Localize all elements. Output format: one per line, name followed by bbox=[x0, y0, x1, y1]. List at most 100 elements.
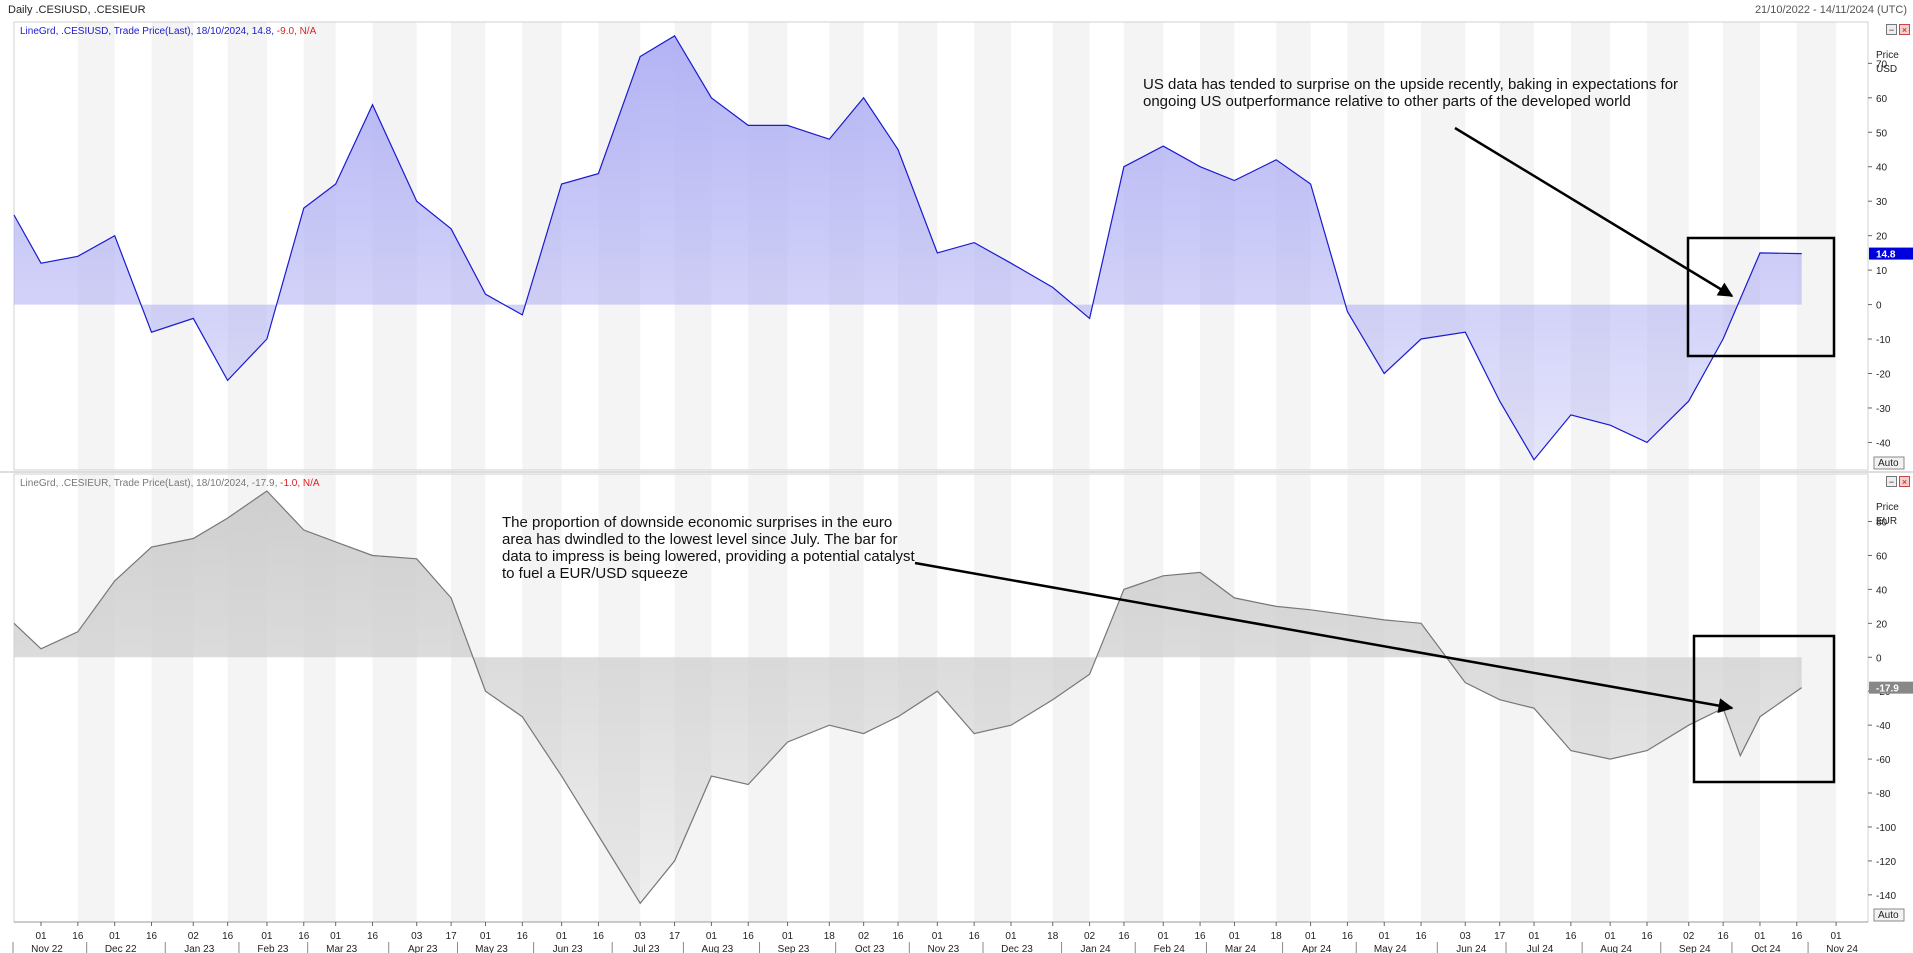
eur-last-value-label: -17.9 bbox=[1876, 684, 1899, 695]
x-day-label: 01 bbox=[1229, 931, 1241, 942]
x-day-label: 02 bbox=[858, 931, 870, 942]
usd-highlight-box bbox=[1686, 236, 1836, 358]
x-day-label: 16 bbox=[969, 931, 981, 942]
x-day-label: 01 bbox=[1305, 931, 1317, 942]
usd-band bbox=[151, 22, 194, 470]
x-month-label: Apr 23 bbox=[408, 944, 438, 953]
x-day-label: 18 bbox=[824, 931, 836, 942]
usd-band bbox=[1421, 22, 1466, 470]
x-day-label: 01 bbox=[1831, 931, 1843, 942]
x-day-label: 16 bbox=[1565, 931, 1577, 942]
eur-ytick-label: -60 bbox=[1876, 755, 1891, 766]
eur-panel-close-icon[interactable]: × bbox=[1899, 476, 1910, 487]
x-day-label: 01 bbox=[261, 931, 273, 942]
x-day-label: 16 bbox=[72, 931, 84, 942]
usd-area bbox=[14, 35, 1802, 460]
x-day-label: 16 bbox=[1416, 931, 1428, 942]
x-month-label: Dec 22 bbox=[105, 944, 137, 953]
usd-annotation: US data has tended to surprise on the up… bbox=[1143, 76, 1679, 110]
x-day-label: 01 bbox=[1754, 931, 1766, 942]
x-day-label: 01 bbox=[1379, 931, 1391, 942]
eur-series-line bbox=[13, 490, 1803, 905]
x-day-label: 01 bbox=[1158, 931, 1170, 942]
x-day-label: 17 bbox=[1494, 931, 1506, 942]
x-day-label: 01 bbox=[35, 931, 47, 942]
eur-annotation: The proportion of downside economic surp… bbox=[502, 514, 915, 582]
x-month-label: Mar 24 bbox=[1225, 944, 1257, 953]
usd-band bbox=[1052, 22, 1090, 470]
x-day-label: 16 bbox=[1195, 931, 1207, 942]
eur-band bbox=[1347, 474, 1385, 922]
eur-band bbox=[451, 474, 486, 922]
x-month-label: Oct 23 bbox=[855, 944, 885, 953]
eur-ytick-label: 0 bbox=[1876, 653, 1882, 664]
x-day-label: 03 bbox=[411, 931, 423, 942]
eur-panel-minimize-icon[interactable]: − bbox=[1886, 476, 1897, 487]
x-month-label: Jun 23 bbox=[553, 944, 583, 953]
x-day-label: 01 bbox=[1605, 931, 1617, 942]
usd-ytick-label: 0 bbox=[1876, 301, 1882, 312]
x-day-label: 17 bbox=[669, 931, 681, 942]
x-month-label: Nov 22 bbox=[31, 944, 63, 953]
x-month-label: Nov 23 bbox=[927, 944, 959, 953]
eur-band bbox=[1200, 474, 1235, 922]
usd-ytick-label: 20 bbox=[1876, 232, 1888, 243]
eur-band bbox=[1276, 474, 1311, 922]
x-month-label: Sep 24 bbox=[1679, 944, 1711, 953]
usd-panel-minimize-icon[interactable]: − bbox=[1886, 24, 1897, 35]
usd-ytick-label: -10 bbox=[1876, 335, 1891, 346]
x-month-label: Mar 23 bbox=[326, 944, 358, 953]
x-day-label: 16 bbox=[743, 931, 755, 942]
eur-band bbox=[1796, 474, 1837, 922]
x-month-label: Jan 23 bbox=[184, 944, 214, 953]
usd-unit-label: USD bbox=[1876, 64, 1897, 75]
eur-auto-button bbox=[1873, 908, 1905, 922]
x-day-label: 16 bbox=[1641, 931, 1653, 942]
x-month-label: Nov 24 bbox=[1826, 944, 1858, 953]
x-month-label: Oct 24 bbox=[1751, 944, 1781, 953]
usd-auto-label: Auto bbox=[1878, 458, 1899, 469]
usd-auto-button bbox=[1873, 456, 1905, 470]
usd-last-value-tag bbox=[1869, 247, 1913, 260]
eur-unit-label: EUR bbox=[1876, 516, 1897, 527]
eur-ytick-label: 80 bbox=[1876, 518, 1888, 529]
x-day-label: 16 bbox=[517, 931, 529, 942]
date-range: 21/10/2022 - 14/11/2024 (UTC) bbox=[1754, 4, 1907, 16]
eur-area bbox=[14, 491, 1802, 904]
x-day-label: 01 bbox=[109, 931, 121, 942]
usd-panel-close-icon[interactable]: × bbox=[1899, 24, 1910, 35]
eur-ytick-label: -100 bbox=[1876, 823, 1896, 834]
x-day-label: 03 bbox=[1460, 931, 1472, 942]
eur-ytick-label: -140 bbox=[1876, 891, 1896, 902]
x-day-label: 18 bbox=[1271, 931, 1283, 942]
eur-annotation-arrow bbox=[914, 561, 1734, 714]
x-day-label: 16 bbox=[298, 931, 310, 942]
x-month-label: Jun 24 bbox=[1456, 944, 1486, 953]
usd-ytick-label: -40 bbox=[1876, 438, 1891, 449]
x-day-label: 16 bbox=[1118, 931, 1130, 942]
usd-ytick-label: -20 bbox=[1876, 370, 1891, 381]
usd-ytick-label: 10 bbox=[1876, 266, 1888, 277]
usd-annotation-arrow bbox=[1454, 126, 1734, 298]
usd-price-label: Price bbox=[1876, 50, 1899, 61]
usd-legend: LineGrd, .CESIUSD, Trade Price(Last), 18… bbox=[20, 26, 317, 37]
x-day-label: 01 bbox=[330, 931, 342, 942]
chart-title: Daily .CESIUSD, .CESIEUR bbox=[8, 4, 146, 16]
x-day-label: 01 bbox=[782, 931, 794, 942]
x-month-label: May 23 bbox=[475, 944, 508, 953]
eur-ytick-label: -40 bbox=[1876, 721, 1891, 732]
eur-ytick-label: -120 bbox=[1876, 857, 1896, 868]
x-month-label: Jan 24 bbox=[1081, 944, 1111, 953]
x-month-label: Apr 24 bbox=[1302, 944, 1332, 953]
usd-band bbox=[227, 22, 267, 470]
x-day-label: 02 bbox=[1683, 931, 1695, 942]
usd-band bbox=[1723, 22, 1760, 470]
x-day-label: 17 bbox=[446, 931, 458, 942]
usd-band bbox=[1796, 22, 1837, 470]
eur-ytick-label: 40 bbox=[1876, 585, 1888, 596]
x-day-label: 16 bbox=[222, 931, 234, 942]
x-day-label: 01 bbox=[480, 931, 492, 942]
x-day-label: 02 bbox=[1084, 931, 1096, 942]
x-day-label: 01 bbox=[932, 931, 944, 942]
x-month-label: Jul 23 bbox=[633, 944, 660, 953]
